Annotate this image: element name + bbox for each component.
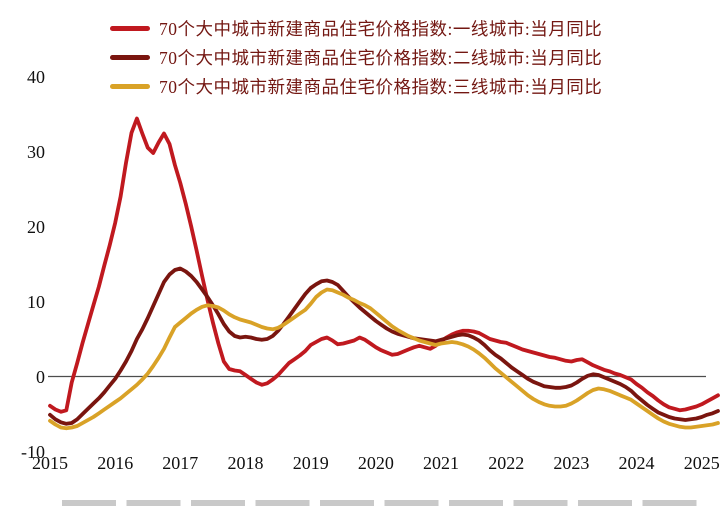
legend-swatch-tier3-icon <box>110 84 150 89</box>
legend-item-tier2: 70个大中城市新建商品住宅价格指数:二线城市:当月同比 <box>110 43 602 72</box>
x-axis-tick-label: 2019 <box>293 453 329 473</box>
x-axis-tick-label: 2022 <box>488 453 524 473</box>
x-axis-tick-label: 2015 <box>32 453 68 473</box>
y-axis-tick-label: -10 <box>21 442 45 462</box>
legend-swatch-tier2-icon <box>110 55 150 60</box>
x-axis-tick-label: 2024 <box>619 453 655 473</box>
x-axis-tick-label: 2023 <box>553 453 589 473</box>
legend-label-tier1: 70个大中城市新建商品住宅价格指数:一线城市:当月同比 <box>159 19 603 39</box>
legend-item-tier1: 70个大中城市新建商品住宅价格指数:一线城市:当月同比 <box>110 14 602 43</box>
x-axis-tick-label: 2021 <box>423 453 459 473</box>
legend: 70个大中城市新建商品住宅价格指数:一线城市:当月同比 70个大中城市新建商品住… <box>110 14 602 101</box>
x-axis-tick-label: 2020 <box>358 453 394 473</box>
legend-item-tier3: 70个大中城市新建商品住宅价格指数:三线城市:当月同比 <box>110 72 602 101</box>
x-axis-tick-label: 2017 <box>162 453 198 473</box>
legend-swatch-tier1-icon <box>110 26 150 31</box>
series-line-2 <box>48 266 720 426</box>
series-line-3 <box>48 287 720 431</box>
y-axis-tick-label: 10 <box>27 292 45 312</box>
x-axis-tick-label: 2016 <box>97 453 133 473</box>
legend-label-tier2: 70个大中城市新建商品住宅价格指数:二线城市:当月同比 <box>159 48 603 68</box>
x-axis-tick-label: 2025 <box>684 453 720 473</box>
y-axis-tick-label: 0 <box>36 367 45 387</box>
x-axis-tick-label: 2018 <box>228 453 264 473</box>
y-axis-tick-label: 40 <box>27 67 45 87</box>
y-axis-tick-label: 20 <box>27 217 45 237</box>
series-line-1 <box>48 116 720 414</box>
legend-label-tier3: 70个大中城市新建商品住宅价格指数:三线城市:当月同比 <box>159 77 603 97</box>
y-axis-tick-label: 30 <box>27 142 45 162</box>
